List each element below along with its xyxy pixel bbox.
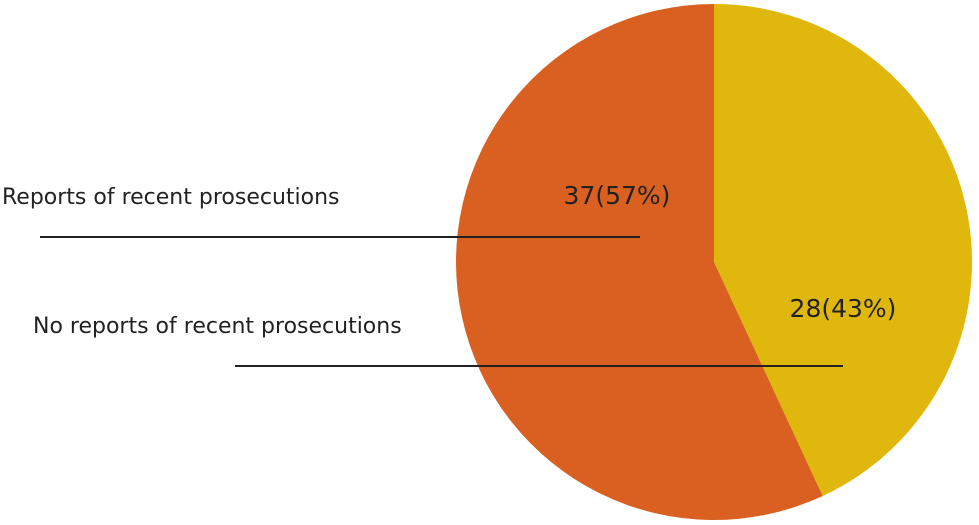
pie-slice (455, 4, 823, 520)
pie-slice (714, 4, 973, 496)
value-label: 28(43%) (790, 294, 897, 323)
category-label: No reports of recent prosecutions (33, 314, 402, 339)
category-label: Reports of recent prosecutions (2, 185, 340, 210)
value-label: 37(57%) (564, 181, 671, 210)
